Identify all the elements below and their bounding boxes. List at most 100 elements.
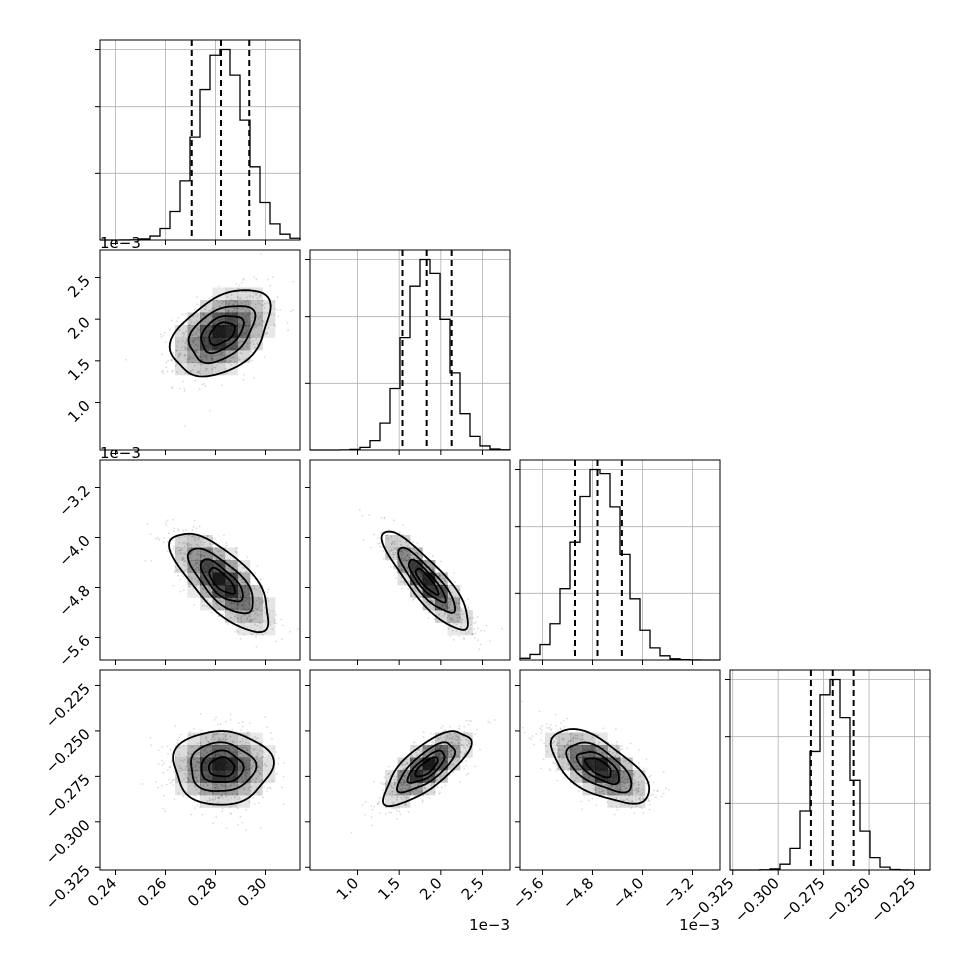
x-tick-label: 1.5 [374,874,404,904]
scatter-point [432,555,434,557]
scatter-point [218,728,220,730]
scatter-point [150,533,152,535]
scatter-point [166,362,168,364]
scatter-point [362,804,364,806]
scatter-point [158,749,160,751]
density-cell [250,313,263,326]
scatter-point [475,632,477,634]
scatter-point [251,360,253,362]
scatter-point [423,736,425,738]
scatter-point [621,745,623,747]
scatter-point [453,639,455,641]
scatter-point [362,515,364,517]
scatter-point [194,379,196,381]
scatter-point [169,329,171,331]
scatter-point [182,380,184,382]
scatter-point [440,561,442,563]
scatter-point [240,638,242,640]
scatter-point [292,309,294,311]
scatter-point [239,816,241,818]
x-tick-label: 0.26 [134,874,170,910]
scatter-point [196,303,198,305]
density-cell [188,758,201,771]
scatter-point [163,372,165,374]
scatter-point [163,762,165,764]
scatter-point [463,731,465,733]
scatter-point [454,581,456,583]
scatter-point [267,279,269,281]
scatter-point [171,781,173,783]
scatter-point [162,335,164,337]
scatter-point [390,812,392,814]
scatter-point [230,813,232,815]
density-cell [263,300,276,313]
density-layer [521,700,670,815]
scatter-point [242,822,244,824]
density-cell [238,598,251,611]
y-tick-label: 2.5 [64,272,94,302]
scatter-point [396,818,398,820]
scatter-point [167,745,169,747]
scatter-point [444,785,446,787]
scatter-point [473,628,475,630]
scatter-point [186,743,188,745]
scatter-point [270,732,272,734]
scatter-point [170,782,172,784]
scatter-point [372,809,374,811]
scatter-point [157,787,159,789]
panel-2-2 [515,460,720,665]
scatter-point [223,534,225,536]
density-cell [398,783,411,796]
scatter-point [649,776,651,778]
scatter-point [166,784,168,786]
scatter-point [269,285,271,287]
scatter-point [164,810,166,812]
scatter-point [243,374,245,376]
scatter-point [171,371,173,373]
scatter-point [178,317,180,319]
scatter-point [194,520,196,522]
scatter-point [214,538,216,540]
scatter-point [203,383,205,385]
scatter-point [465,760,467,762]
density-cell [225,288,238,301]
scatter-point [183,589,185,591]
y-tick-label: 2.0 [64,313,94,343]
scatter-point [275,640,277,642]
scatter-point [275,622,277,624]
scatter-point [165,521,167,523]
scatter-point [479,648,481,650]
scatter-point [289,631,291,633]
scatter-point [167,769,169,771]
scatter-point [283,762,285,764]
scatter-point [194,807,196,809]
scatter-point [267,589,269,591]
scatter-point [149,737,151,739]
density-cell [410,548,423,561]
scatter-point [588,800,590,802]
density-cell [213,783,226,796]
scatter-point [399,813,401,815]
scatter-point [173,771,175,773]
scatter-point [363,539,365,541]
density-cell [188,535,201,548]
scatter-point [467,773,469,775]
scatter-point [180,734,182,736]
density-cell [188,745,201,758]
scatter-point [170,749,172,751]
scatter-point [243,278,245,280]
scatter-point [371,824,373,826]
scatter-point [165,341,167,343]
scatter-point [417,543,419,545]
scatter-point [370,805,372,807]
scatter-point [468,607,470,609]
scatter-point [199,525,201,527]
scatter-point [201,814,203,816]
scatter-point [235,283,237,285]
scatter-point [373,534,375,536]
density-cell [250,610,263,623]
scatter-point [423,731,425,733]
scatter-point [201,384,203,386]
scatter-point [281,787,283,789]
scatter-point [182,313,184,315]
